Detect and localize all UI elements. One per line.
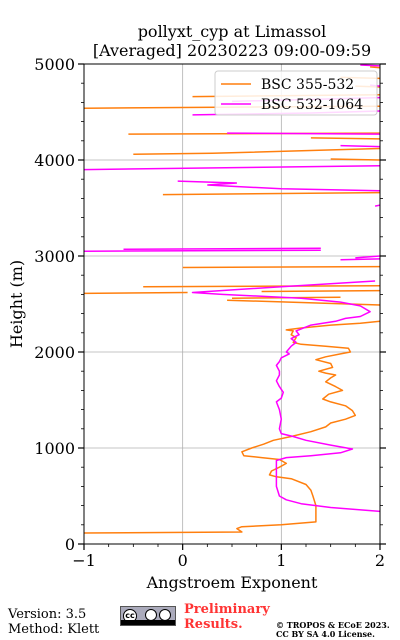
series-spike-1 xyxy=(227,299,380,306)
legend-box xyxy=(214,70,378,116)
series-group xyxy=(84,64,380,534)
cc-by-sa-icon: cc xyxy=(120,606,176,626)
series-spike-1 xyxy=(133,147,380,155)
y-tick-label: 0 xyxy=(65,535,75,554)
y-tick-label: 1000 xyxy=(34,439,75,458)
x-tick-label: −1 xyxy=(72,551,96,570)
plot-area xyxy=(84,64,380,534)
series-spike-1 xyxy=(143,285,380,288)
series-line-1 xyxy=(84,320,380,534)
series-spike-1 xyxy=(84,291,188,295)
cc-icon: cc xyxy=(123,609,137,623)
x-tick-label: 1 xyxy=(276,551,286,570)
series-spike-2 xyxy=(84,249,321,252)
chart-title-line2: [Averaged] 20230223 09:00-09:59 xyxy=(92,41,372,60)
y-tick-label: 2000 xyxy=(34,343,75,362)
legend: BSC 355-532 BSC 532-1064 xyxy=(214,70,378,116)
x-tick-label: 2 xyxy=(375,551,385,570)
x-axis-label: Angstroem Exponent xyxy=(146,573,318,592)
version-label: Version: 3.5 xyxy=(8,607,87,622)
y-tick-label: 5000 xyxy=(34,55,75,74)
y-axis-label: Height (m) xyxy=(7,260,26,348)
badge-strip xyxy=(121,620,175,625)
series-spike-2 xyxy=(84,165,380,171)
series-spike-2 xyxy=(177,180,380,192)
series-spike-1 xyxy=(330,158,380,161)
copyright-line1: © TROPOS & ECoE 2023. xyxy=(276,620,390,630)
method-label: Method: Klett xyxy=(8,622,100,637)
x-tick-label: 0 xyxy=(178,551,188,570)
series-spike-2 xyxy=(227,132,380,135)
series-spike-2 xyxy=(340,144,380,148)
series-spike-1 xyxy=(370,66,380,69)
y-tick-label: 4000 xyxy=(34,151,75,170)
series-spike-1 xyxy=(162,191,380,196)
series-spike-2 xyxy=(123,247,321,251)
legend-label: BSC 355-532 xyxy=(261,77,354,93)
copyright-line2: CC BY SA 4.0 License. xyxy=(276,629,375,639)
series-spike-2 xyxy=(340,258,380,261)
series-spike-1 xyxy=(261,289,380,293)
series-spike-1 xyxy=(310,137,380,140)
series-spike-2 xyxy=(355,255,380,259)
series-spike-2 xyxy=(374,204,380,207)
legend-label: BSC 532-1064 xyxy=(261,97,363,113)
series-spike-1 xyxy=(182,265,380,269)
y-tick-label: 3000 xyxy=(34,247,75,266)
series-line-2 xyxy=(191,280,380,513)
chart-title-line1: pollyxt_cyp at Limassol xyxy=(137,22,327,41)
preliminary-results-label: Preliminary Results. xyxy=(184,602,270,632)
series-spike-2 xyxy=(360,64,380,67)
